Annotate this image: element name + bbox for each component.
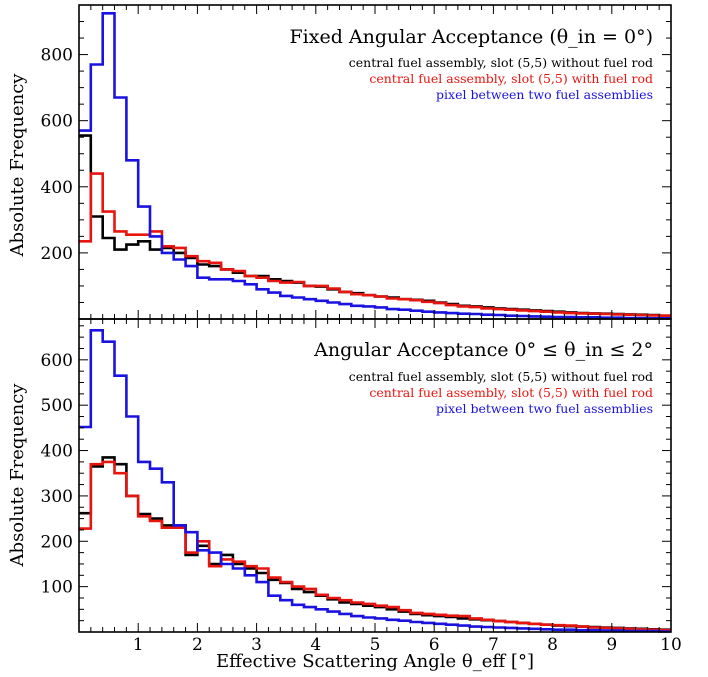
bottom-y-axis-label: Absolute Frequency bbox=[7, 383, 28, 568]
x-tick-label: 4 bbox=[310, 635, 321, 655]
x-tick-label: 6 bbox=[429, 635, 440, 655]
top-y-tick-label: 800 bbox=[41, 46, 73, 66]
top-panel-title: Fixed Angular Acceptance (θ_in = 0°) bbox=[289, 26, 653, 48]
x-tick-label: 2 bbox=[192, 635, 203, 655]
x-tick-label: 9 bbox=[606, 635, 617, 655]
bottom-y-tick-label: 300 bbox=[41, 487, 73, 507]
x-tick-label: 8 bbox=[547, 635, 558, 655]
top-legend-entry-0: central fuel assembly, slot (5,5) withou… bbox=[349, 55, 653, 70]
top-y-tick-label: 600 bbox=[41, 112, 73, 132]
bottom-legend-entry-1: central fuel assembly, slot (5,5) with f… bbox=[369, 385, 653, 400]
top-panel: 200 400 600 800 Fixed Angular Acceptance (θ… bbox=[41, 4, 672, 320]
top-panel-series bbox=[79, 12, 671, 320]
bottom-legend-entry-0: central fuel assembly, slot (5,5) withou… bbox=[349, 369, 653, 384]
x-tick-label: 10 bbox=[660, 635, 682, 655]
bottom-panel-frame bbox=[78, 318, 672, 633]
x-tick-label: 1 bbox=[133, 635, 144, 655]
bottom-y-tick-label: 400 bbox=[41, 442, 73, 462]
top-panel-frame bbox=[78, 4, 672, 320]
top-y-tick-label: 400 bbox=[41, 178, 73, 198]
bottom-y-tick-label: 100 bbox=[41, 578, 73, 598]
top-y-tick-label: 200 bbox=[41, 244, 73, 264]
top-series-2 bbox=[79, 12, 671, 320]
bottom-series-1 bbox=[79, 460, 671, 632]
x-axis-label: Effective Scattering Angle θ_eff [°] bbox=[216, 651, 534, 672]
bottom-y-tick-label: 500 bbox=[41, 396, 73, 416]
x-tick-label: 7 bbox=[488, 635, 499, 655]
bottom-y-tick-label: 200 bbox=[41, 532, 73, 552]
bottom-panel: 100 200 300 400 500 600 1 2 3 4 5 6 7 8 9 10 Angular Ac… bbox=[41, 318, 682, 655]
bottom-panel-ticks: 100 200 300 400 500 600 1 2 3 4 5 6 7 8 9 10 bbox=[41, 319, 682, 655]
top-panel-legend: central fuel assembly, slot (5,5) withou… bbox=[349, 55, 653, 102]
bottom-panel-legend: central fuel assembly, slot (5,5) withou… bbox=[349, 369, 653, 416]
top-series-1 bbox=[79, 172, 671, 317]
top-legend-entry-1: central fuel assembly, slot (5,5) with f… bbox=[369, 71, 653, 86]
top-legend-entry-2: pixel between two fuel assemblies bbox=[436, 87, 653, 102]
x-tick-label: 3 bbox=[251, 635, 262, 655]
bottom-legend-entry-2: pixel between two fuel assemblies bbox=[436, 401, 653, 416]
bottom-panel-title: Angular Acceptance 0° ≤ θ_in ≤ 2° bbox=[313, 339, 653, 361]
bottom-panel-series bbox=[79, 329, 671, 633]
x-tick-label: 5 bbox=[370, 635, 381, 655]
top-series-0 bbox=[79, 134, 671, 317]
top-y-axis-label: Absolute Frequency bbox=[7, 73, 28, 258]
bottom-series-2 bbox=[79, 329, 671, 633]
bottom-y-tick-label: 600 bbox=[41, 351, 73, 371]
top-panel-ticks: 200 400 600 800 bbox=[41, 5, 671, 319]
